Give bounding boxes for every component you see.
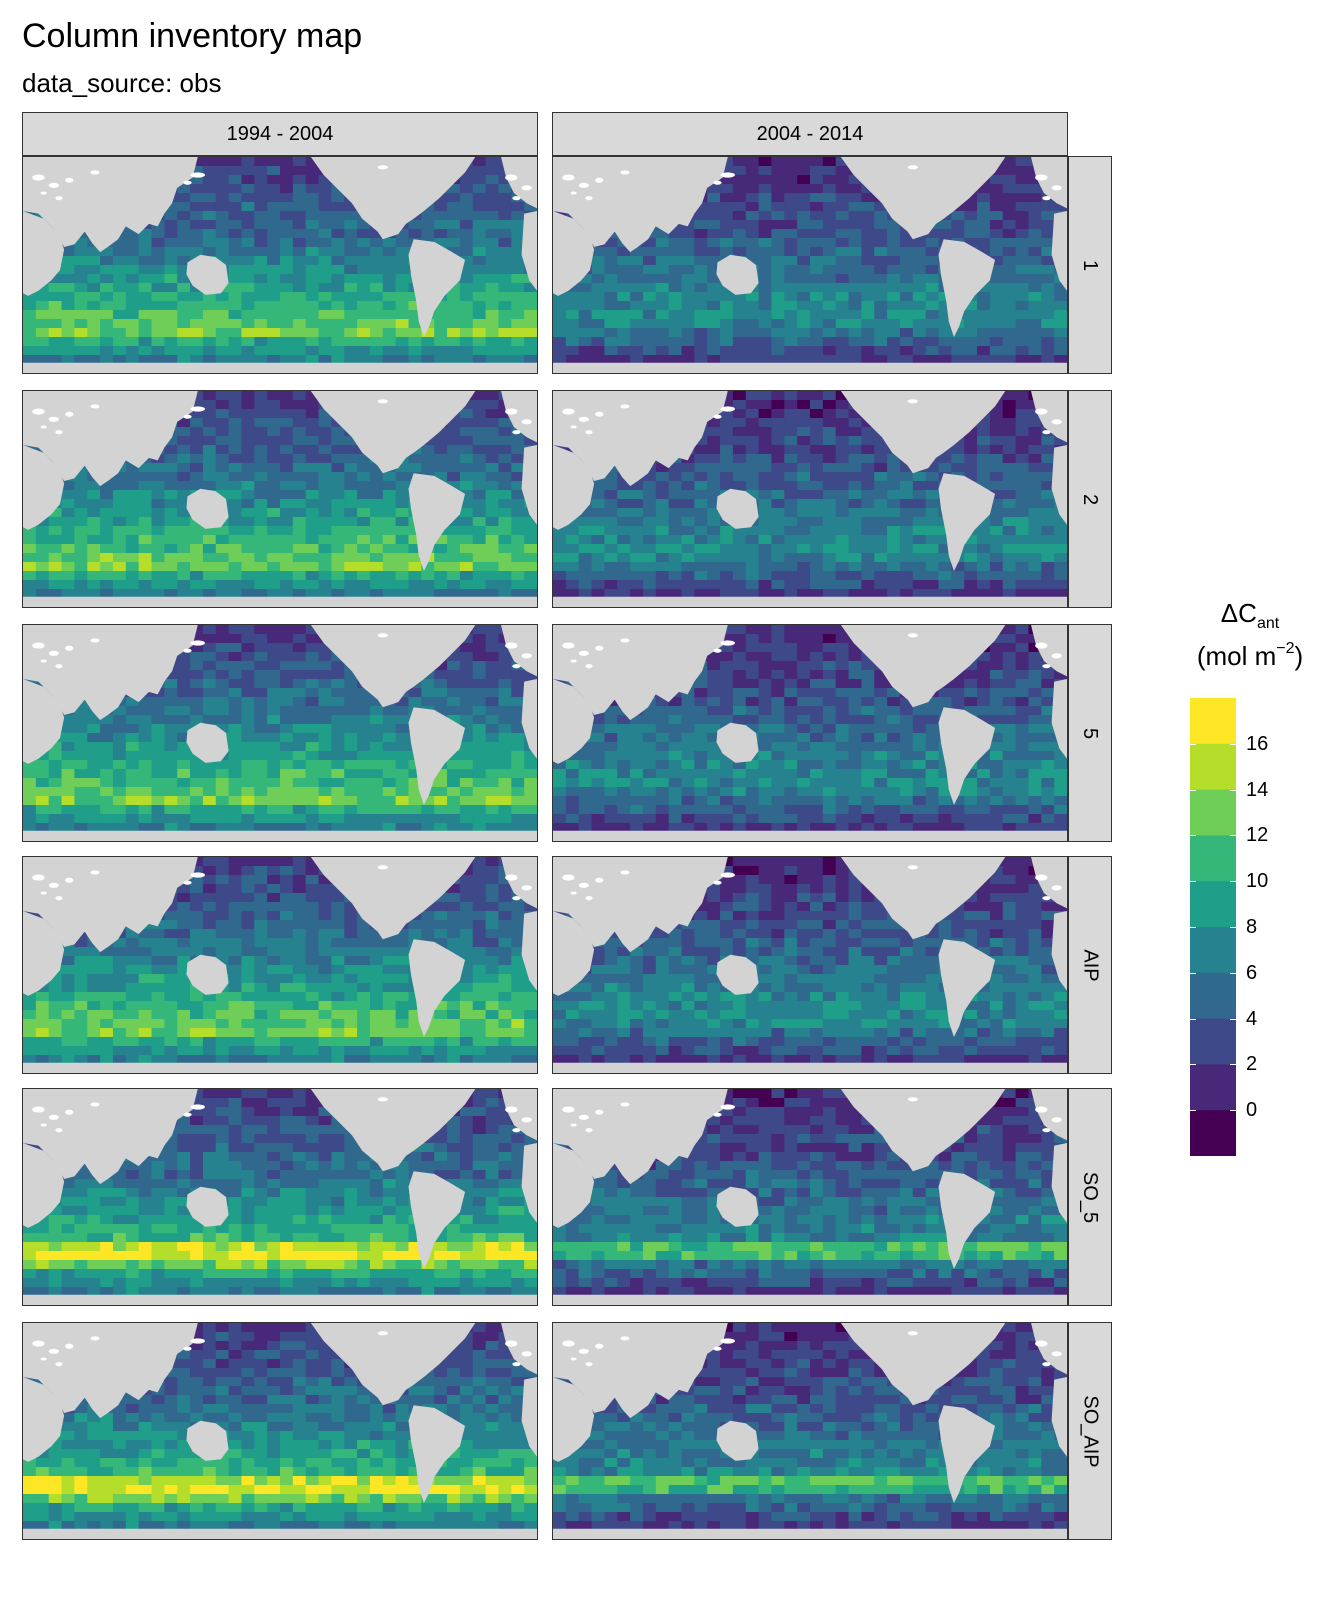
legend-tick-label: 6 bbox=[1246, 961, 1258, 984]
map-panel bbox=[22, 624, 538, 842]
legend-swatch bbox=[1190, 881, 1236, 928]
legend-tick-mark bbox=[1190, 972, 1196, 974]
legend-swatch bbox=[1190, 698, 1236, 745]
map-panel bbox=[22, 390, 538, 608]
column-label: 2004 - 2014 bbox=[756, 122, 864, 145]
legend-tick-mark bbox=[1230, 927, 1236, 928]
map-panel bbox=[552, 390, 1068, 608]
chart-subtitle: data_source: obs bbox=[22, 68, 222, 98]
legend-tick-label: 0 bbox=[1246, 1099, 1258, 1122]
map-panel bbox=[552, 624, 1068, 842]
row-label: SO_AIP bbox=[1079, 1394, 1102, 1468]
chart-title: Column inventory map bbox=[22, 17, 363, 55]
legend-tick-mark bbox=[1190, 1110, 1196, 1112]
row-strip-aip: AIP bbox=[1068, 856, 1112, 1074]
legend-swatch bbox=[1190, 972, 1236, 1020]
legend-unit: (mol m−2) bbox=[1196, 640, 1304, 671]
legend-swatch bbox=[1190, 1018, 1236, 1065]
row-label: 5 bbox=[1079, 727, 1102, 739]
row-label: AIP bbox=[1079, 948, 1102, 982]
map-panel bbox=[22, 856, 538, 1074]
row-strip-5: 5 bbox=[1068, 624, 1112, 842]
legend-swatch bbox=[1190, 743, 1236, 791]
legend-swatch bbox=[1190, 835, 1236, 882]
map-panel bbox=[552, 856, 1068, 1074]
column-strip-1994-2004: 1994 - 2004 bbox=[22, 112, 538, 156]
legend-tick-mark bbox=[1230, 1064, 1236, 1066]
legend-tick-mark bbox=[1190, 789, 1196, 791]
legend-tick-label: 12 bbox=[1246, 824, 1269, 847]
legend-tick-label: 16 bbox=[1246, 732, 1269, 755]
legend-tick-mark bbox=[1230, 835, 1236, 837]
row-label: SO_5 bbox=[1079, 1171, 1102, 1223]
row-strip-so_5: SO_5 bbox=[1068, 1088, 1112, 1306]
map-panel bbox=[552, 1322, 1068, 1540]
legend-swatch bbox=[1190, 1064, 1236, 1111]
row-strip-1: 1 bbox=[1068, 156, 1112, 374]
map-panel bbox=[22, 1322, 538, 1540]
legend-swatch bbox=[1190, 1110, 1236, 1156]
legend-tick-mark bbox=[1190, 927, 1196, 928]
legend-tick-mark bbox=[1230, 972, 1236, 974]
legend-tick-mark bbox=[1190, 881, 1196, 883]
legend-tick-mark bbox=[1190, 1018, 1196, 1020]
legend-tick-mark bbox=[1190, 835, 1196, 837]
legend-tick-label: 10 bbox=[1246, 870, 1269, 893]
row-strip-so_aip: SO_AIP bbox=[1068, 1322, 1112, 1540]
legend-tick-mark bbox=[1190, 743, 1196, 745]
map-panel bbox=[22, 1088, 538, 1306]
map-panel bbox=[552, 1088, 1068, 1306]
map-panel bbox=[22, 156, 538, 374]
row-label: 1 bbox=[1079, 259, 1102, 271]
legend-tick-mark bbox=[1190, 1064, 1196, 1066]
legend-colorbar bbox=[1190, 698, 1236, 1156]
legend-tick-label: 8 bbox=[1246, 916, 1258, 938]
legend-tick-label: 14 bbox=[1246, 778, 1269, 801]
row-strip-2: 2 bbox=[1068, 390, 1112, 608]
legend-tick-mark bbox=[1230, 1018, 1236, 1020]
column-label: 1994 - 2004 bbox=[226, 122, 334, 145]
row-label: 2 bbox=[1079, 493, 1102, 505]
legend-tick-mark bbox=[1230, 743, 1236, 745]
legend-tick-mark bbox=[1230, 789, 1236, 791]
legend-tick-mark bbox=[1230, 1110, 1236, 1112]
legend-swatch bbox=[1190, 789, 1236, 836]
legend-tick-label: 4 bbox=[1246, 1007, 1258, 1030]
legend-swatch bbox=[1190, 927, 1236, 974]
legend-tick-mark bbox=[1230, 881, 1236, 883]
map-panel bbox=[552, 156, 1068, 374]
legend-tick-label: 2 bbox=[1246, 1053, 1258, 1076]
legend-title: ΔCant bbox=[1220, 598, 1280, 632]
column-strip-2004-2014: 2004 - 2014 bbox=[552, 112, 1068, 156]
